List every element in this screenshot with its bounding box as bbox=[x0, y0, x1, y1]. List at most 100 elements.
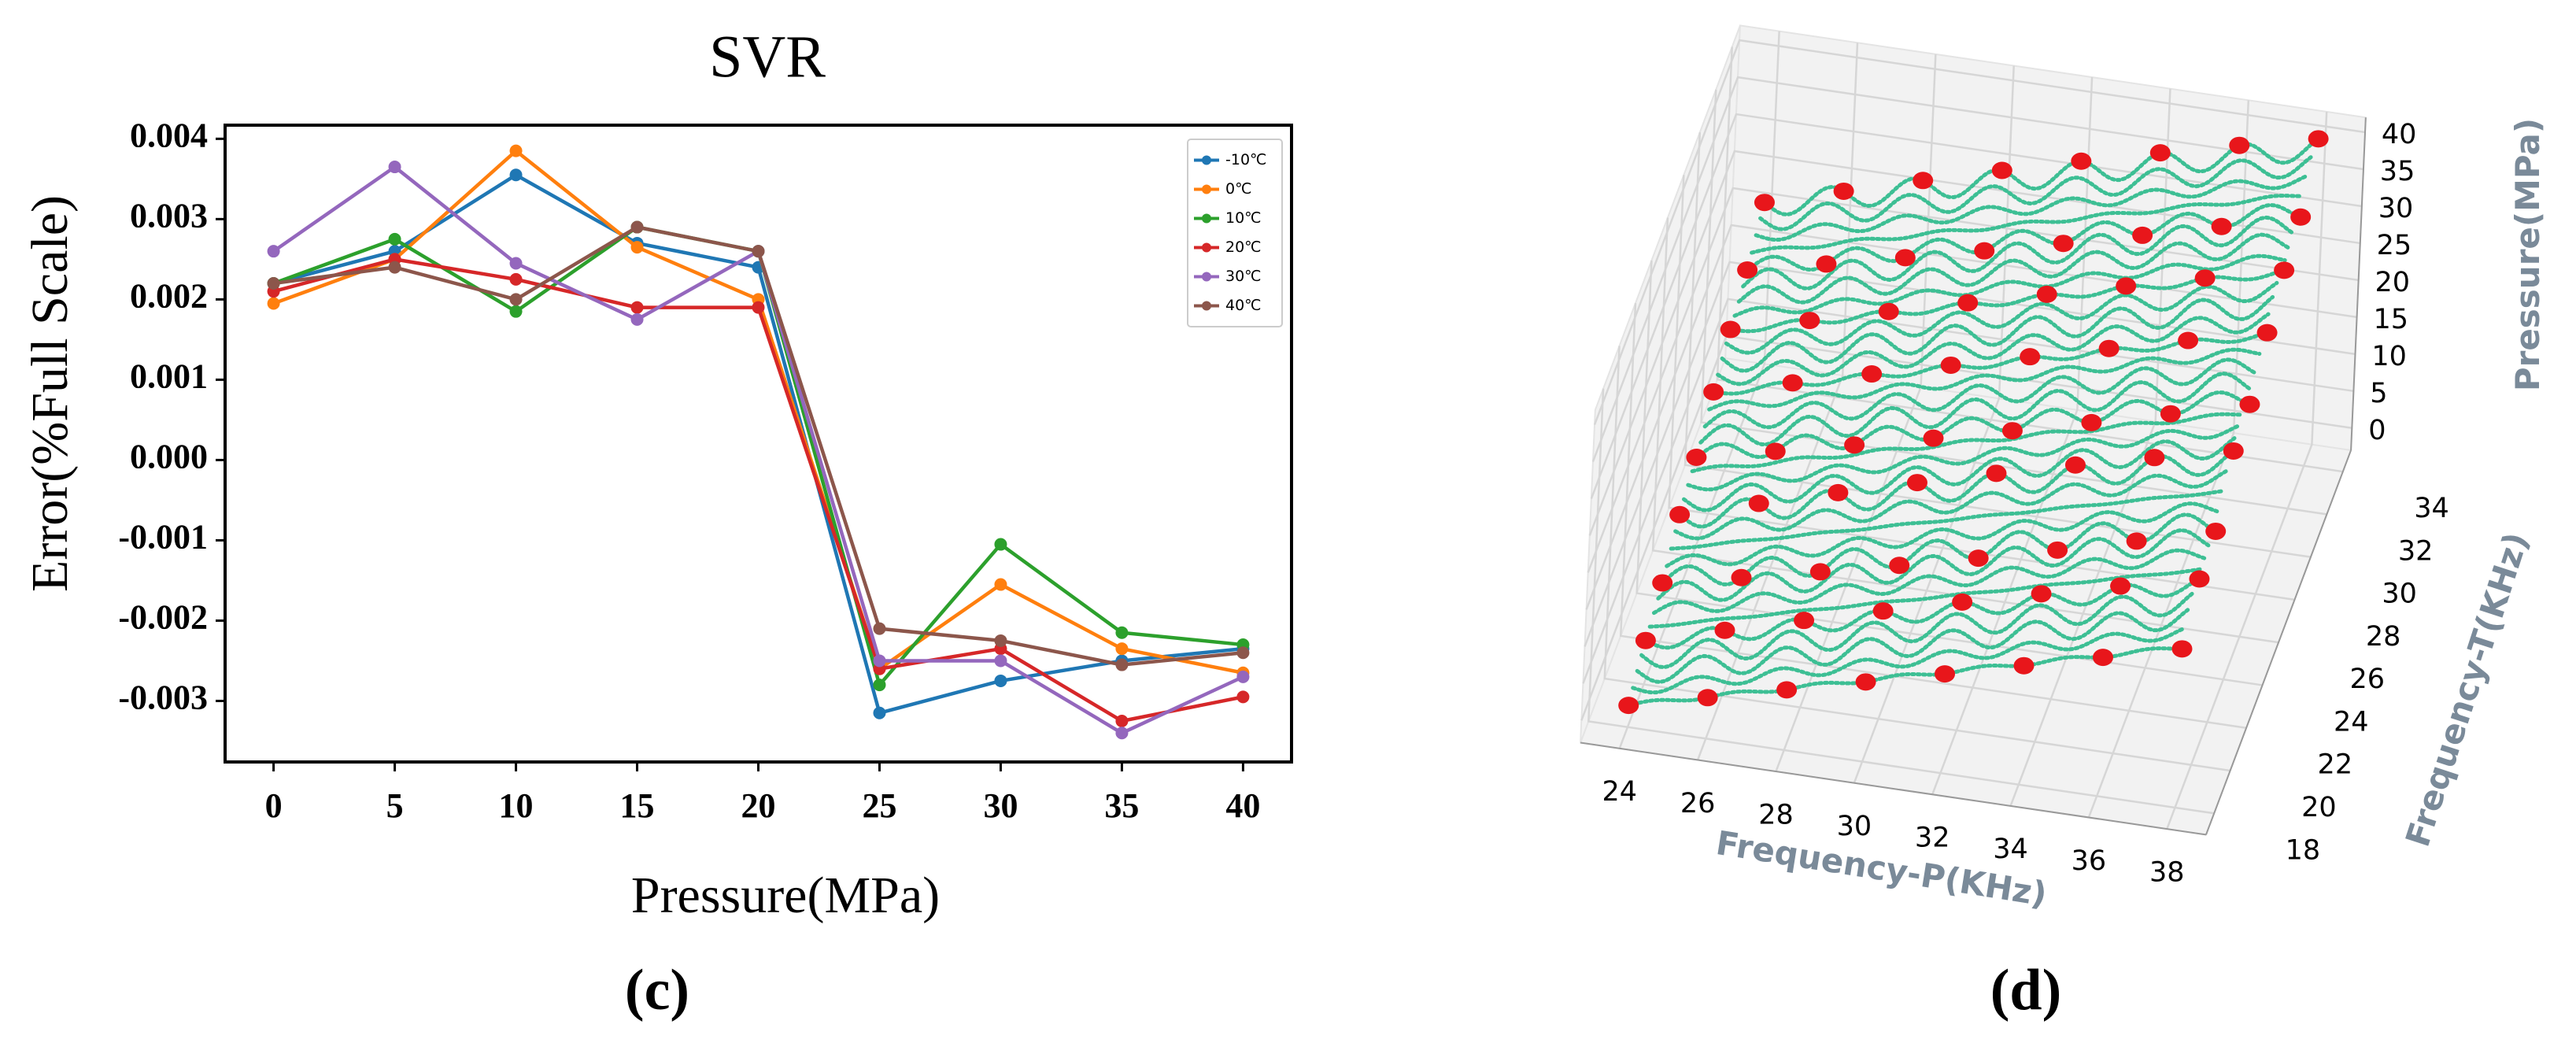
surface-strand bbox=[1741, 215, 2296, 290]
sample-point bbox=[2036, 285, 2057, 303]
y-tick-label: 34 bbox=[2414, 493, 2449, 524]
grid-line bbox=[1619, 303, 2247, 729]
data-point bbox=[873, 654, 886, 668]
series-line bbox=[272, 148, 1244, 675]
y-tick-label: 24 bbox=[2334, 706, 2369, 738]
sample-point bbox=[2223, 442, 2244, 460]
y-tick-label: 0.002 bbox=[130, 276, 208, 315]
sample-point bbox=[1720, 320, 1741, 338]
plot-frame bbox=[224, 124, 1293, 764]
grid-line bbox=[1683, 131, 2312, 558]
legend-label: 10℃ bbox=[1225, 209, 1262, 227]
sample-point bbox=[1957, 294, 1979, 312]
z-tick-label: 35 bbox=[2380, 156, 2415, 187]
surface-strand bbox=[1631, 627, 2186, 695]
sample-point bbox=[2178, 331, 2199, 349]
data-point bbox=[267, 297, 280, 310]
surface-strand bbox=[1758, 155, 2313, 231]
sample-point bbox=[1737, 261, 1758, 279]
sample-point bbox=[2256, 324, 2278, 342]
y-tick-label: -0.003 bbox=[118, 679, 208, 717]
sample-point bbox=[1794, 612, 1815, 630]
sample-point bbox=[2064, 456, 2086, 474]
sample-point bbox=[1809, 563, 1831, 581]
y-axis-label: Frequency-T(KHz) bbox=[2398, 527, 2536, 851]
sample-point bbox=[2290, 208, 2312, 226]
data-point bbox=[873, 706, 886, 719]
sample-point bbox=[1913, 172, 1934, 190]
z-tick-label: 20 bbox=[2375, 267, 2411, 298]
x-tick-label: 32 bbox=[1915, 823, 1950, 854]
sample-point bbox=[1748, 494, 1769, 512]
grid-line bbox=[1635, 260, 2263, 686]
sample-point bbox=[2144, 449, 2165, 467]
y-tick-label: 0.003 bbox=[130, 196, 208, 235]
surface-strand bbox=[1635, 608, 2190, 684]
y-tick-label: 28 bbox=[2366, 621, 2401, 653]
surface-strand bbox=[1643, 579, 2198, 650]
legend: -10℃ 0℃ 10℃ 20℃ 30℃ 40℃ bbox=[1187, 139, 1283, 327]
y-tick-label: -0.002 bbox=[118, 598, 208, 637]
data-point bbox=[1115, 727, 1129, 740]
sample-point bbox=[1635, 631, 1656, 649]
sample-point bbox=[2110, 577, 2131, 595]
grid-line bbox=[1716, 46, 2344, 473]
data-point bbox=[1115, 658, 1129, 671]
legend-marker bbox=[1202, 301, 1211, 311]
sample-point bbox=[2001, 422, 2023, 440]
data-point bbox=[994, 674, 1007, 687]
legend-label: 20℃ bbox=[1225, 239, 1262, 256]
surface-strand bbox=[1677, 451, 2233, 529]
x-tick-label: 35 bbox=[1104, 786, 1139, 825]
chart-title: SVR bbox=[709, 24, 826, 90]
legend-marker bbox=[1202, 213, 1211, 224]
grid-line bbox=[1587, 388, 2215, 815]
x-tick-label: 28 bbox=[1758, 799, 1794, 830]
sample-point bbox=[1889, 557, 1910, 575]
sample-point bbox=[2239, 395, 2260, 413]
grid-line bbox=[1696, 43, 1859, 760]
sample-point bbox=[1833, 182, 1854, 200]
surface-strand bbox=[1698, 372, 2253, 447]
x-tick-label: 40 bbox=[1225, 786, 1260, 825]
data-point bbox=[994, 578, 1007, 591]
sample-point bbox=[2229, 136, 2250, 154]
legend-marker bbox=[1202, 272, 1211, 282]
series-line bbox=[273, 257, 1244, 723]
surface-strand bbox=[1681, 436, 2237, 512]
surface-strand bbox=[1707, 347, 2262, 412]
surface-strand bbox=[1762, 139, 2317, 216]
x-tick-label: 25 bbox=[862, 786, 896, 825]
y-tick-label: 32 bbox=[2398, 535, 2434, 567]
surface-strand bbox=[1651, 548, 2207, 616]
panel-caption: (d) bbox=[1990, 958, 2061, 1023]
x-tick-label: 34 bbox=[1993, 834, 2028, 865]
axis-line bbox=[1580, 741, 2207, 836]
data-point bbox=[630, 313, 644, 326]
sample-point bbox=[1872, 602, 1894, 620]
surface-strand bbox=[1626, 646, 2181, 708]
data-point bbox=[267, 245, 280, 258]
sample-point bbox=[2171, 640, 2193, 658]
sample-point bbox=[1703, 383, 1724, 401]
x-tick-label: 0 bbox=[265, 786, 283, 825]
y-tick-label: 18 bbox=[2286, 834, 2321, 866]
sample-point bbox=[1878, 302, 1899, 320]
sample-point bbox=[1754, 194, 1775, 212]
legend-label: -10℃ bbox=[1225, 151, 1266, 168]
data-point bbox=[752, 245, 765, 258]
data-point bbox=[388, 161, 401, 174]
grid-line bbox=[1591, 76, 2364, 463]
grid-line bbox=[1582, 298, 2354, 684]
x-tick-label: 30 bbox=[1837, 811, 1872, 842]
data-point bbox=[267, 276, 280, 290]
data-point bbox=[630, 220, 644, 234]
sample-point bbox=[2098, 339, 2120, 357]
x-tick-label: 20 bbox=[741, 786, 776, 825]
sample-point bbox=[1686, 448, 1707, 466]
sample-point bbox=[2071, 152, 2092, 170]
y-tick-label: 22 bbox=[2318, 749, 2353, 781]
legend-box bbox=[1187, 139, 1283, 327]
